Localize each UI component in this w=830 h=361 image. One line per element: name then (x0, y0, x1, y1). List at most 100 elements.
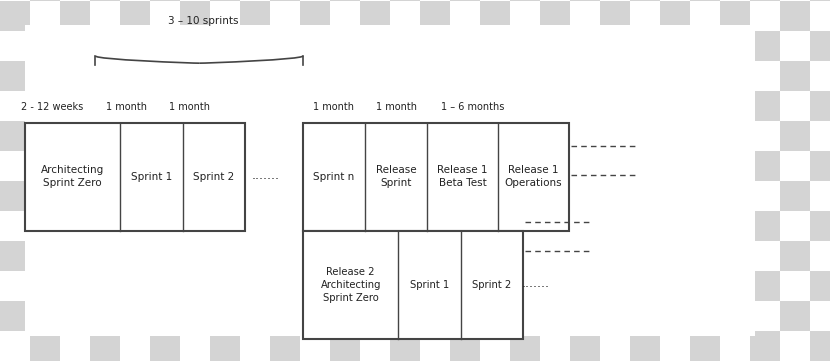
Bar (480, 1, 510, 31)
Text: 1 month: 1 month (376, 102, 417, 112)
Bar (30, 31, 60, 61)
Bar (810, 91, 830, 121)
Bar (240, 181, 270, 211)
Bar (510, 31, 540, 61)
Bar (60, 1, 90, 31)
Bar (420, 241, 450, 271)
Bar (720, 61, 750, 91)
Bar (630, 271, 660, 301)
Bar (0, 241, 30, 271)
Bar (390, 0, 420, 1)
Bar (90, 271, 120, 301)
Text: Release 2
Architecting
Sprint Zero: Release 2 Architecting Sprint Zero (320, 268, 381, 303)
Bar (510, 211, 540, 241)
Text: .......: ....... (251, 169, 280, 182)
Bar (270, 151, 300, 181)
Bar (0, 1, 30, 31)
Bar (210, 91, 240, 121)
Bar (540, 241, 570, 271)
Bar (720, 1, 750, 31)
Bar (600, 1, 630, 31)
Text: 2 - 12 weeks: 2 - 12 weeks (22, 102, 83, 112)
Bar (300, 121, 330, 151)
Text: Sprint 2: Sprint 2 (472, 280, 511, 290)
Bar (540, 181, 570, 211)
Bar (570, 151, 600, 181)
Bar (330, 331, 360, 361)
Bar (480, 301, 510, 331)
Text: 1 month: 1 month (168, 102, 210, 112)
Bar (720, 181, 750, 211)
Bar (600, 121, 630, 151)
Bar (300, 301, 330, 331)
Bar (630, 0, 660, 1)
Bar (570, 211, 600, 241)
Bar (150, 331, 180, 361)
Bar (150, 0, 180, 1)
Bar (90, 91, 120, 121)
Bar (240, 121, 270, 151)
Bar (360, 301, 390, 331)
Bar (630, 31, 660, 61)
Bar (120, 241, 150, 271)
Bar (240, 61, 270, 91)
Bar (600, 241, 630, 271)
Bar (540, 121, 570, 151)
Bar (660, 241, 690, 271)
Bar (810, 211, 830, 241)
Bar (90, 331, 120, 361)
Bar (810, 271, 830, 301)
Bar (720, 121, 750, 151)
Bar (450, 271, 480, 301)
Bar (390, 271, 420, 301)
Bar (750, 151, 780, 181)
Bar (210, 331, 240, 361)
Bar (420, 181, 450, 211)
Text: Release 1
Operations: Release 1 Operations (505, 165, 562, 188)
Bar (810, 151, 830, 181)
Bar (150, 151, 180, 181)
Bar (510, 331, 540, 361)
Bar (450, 31, 480, 61)
Bar (780, 61, 810, 91)
Bar (120, 1, 150, 31)
Bar (210, 271, 240, 301)
Bar (630, 331, 660, 361)
Bar (690, 91, 720, 121)
Bar (30, 0, 60, 1)
Bar (570, 331, 600, 361)
Text: Release 1
Beta Test: Release 1 Beta Test (437, 165, 488, 188)
Bar (0, 61, 30, 91)
Bar (270, 211, 300, 241)
Bar (150, 91, 180, 121)
Bar (270, 31, 300, 61)
Bar (600, 61, 630, 91)
Bar (810, 0, 830, 1)
Bar (570, 91, 600, 121)
Bar (240, 1, 270, 31)
Bar (390, 91, 420, 121)
Bar (330, 91, 360, 121)
Bar (180, 121, 210, 151)
Bar (480, 241, 510, 271)
Bar (420, 61, 450, 91)
Bar (420, 301, 450, 331)
Bar (60, 61, 90, 91)
Text: .......: ....... (521, 277, 549, 290)
Bar (450, 0, 480, 1)
Bar (480, 61, 510, 91)
Bar (180, 301, 210, 331)
Bar (810, 31, 830, 61)
Bar (120, 181, 150, 211)
Bar (120, 301, 150, 331)
Bar (780, 1, 810, 31)
Bar (390, 151, 420, 181)
Text: 1 – 6 months: 1 – 6 months (442, 102, 505, 112)
Bar (540, 301, 570, 331)
Bar (300, 241, 330, 271)
Bar (540, 61, 570, 91)
Bar (390, 31, 420, 61)
Bar (240, 301, 270, 331)
Text: Release
Sprint: Release Sprint (376, 165, 417, 188)
Bar (630, 211, 660, 241)
